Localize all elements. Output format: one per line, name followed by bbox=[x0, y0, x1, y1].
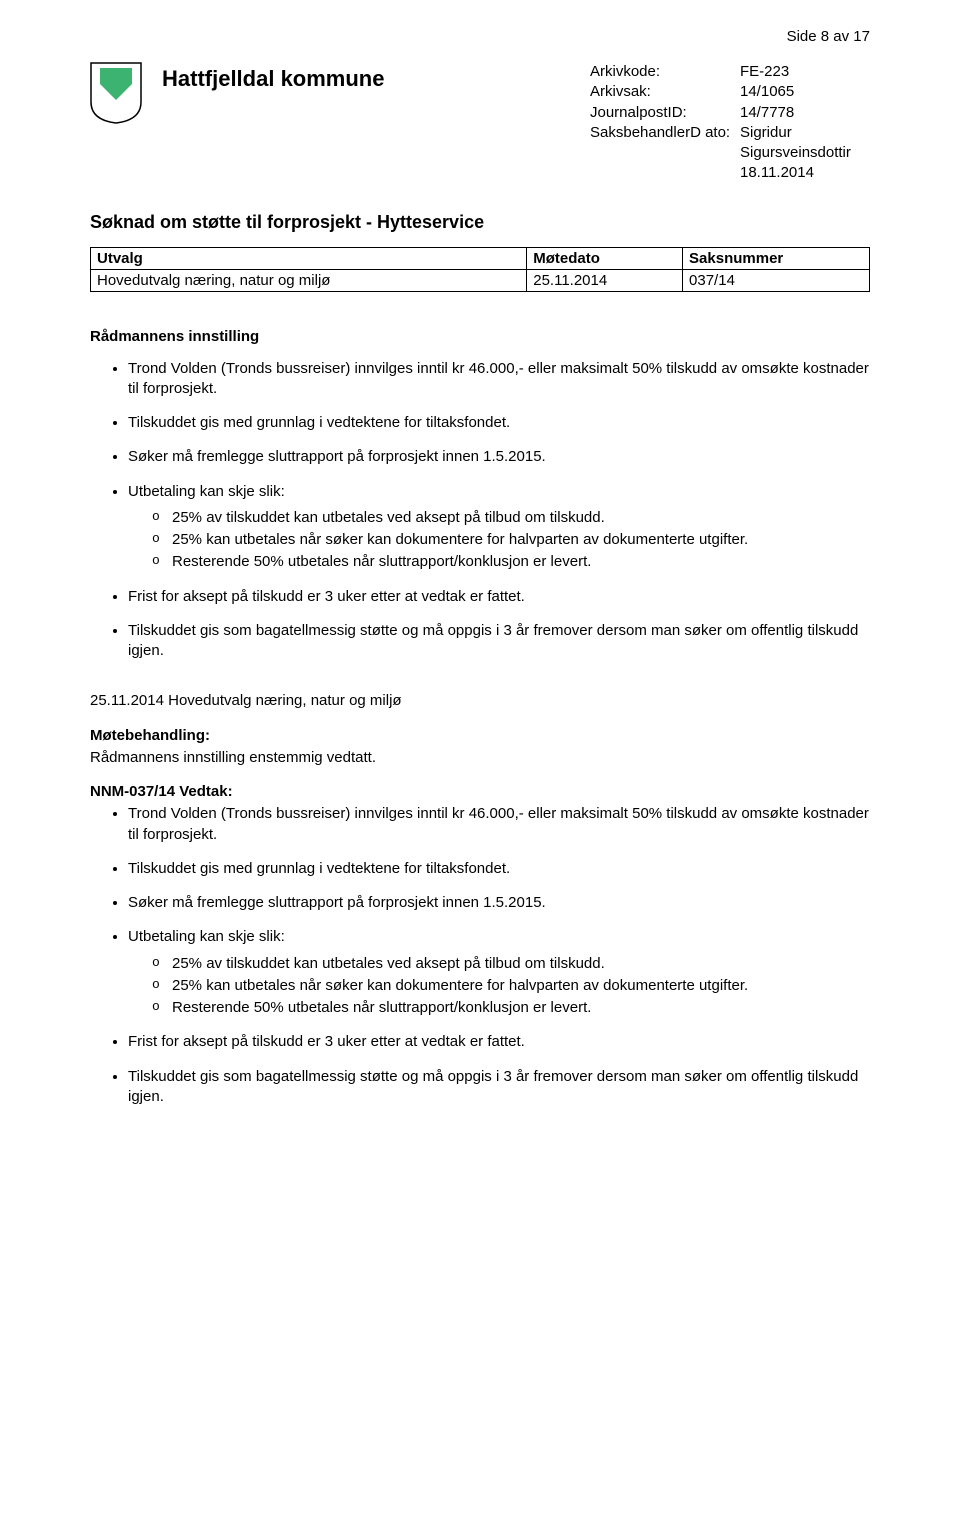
meta-arkivkode-label: Arkivkode: bbox=[590, 62, 740, 82]
list-item: Utbetaling kan skje slik: 25% av tilskud… bbox=[128, 927, 870, 1018]
motebehandling-heading: Møtebehandling: bbox=[90, 726, 870, 746]
meta-saksbeh-label: SaksbehandlerD ato: bbox=[590, 123, 740, 184]
table-cell-utvalg: Hovedutvalg næring, natur og miljø bbox=[91, 269, 527, 291]
header-row: Hattfjelldal kommune Arkivkode: FE-223 A… bbox=[90, 62, 870, 184]
meta-journalpost-val: 14/7778 bbox=[740, 103, 870, 123]
list-item: Tilskuddet gis med grunnlag i vedtektene… bbox=[128, 413, 870, 433]
vedtak-heading: NNM-037/14 Vedtak: bbox=[90, 782, 870, 802]
list-item: Trond Volden (Tronds bussreiser) innvilg… bbox=[128, 804, 870, 845]
municipality-title: Hattfjelldal kommune bbox=[162, 66, 590, 92]
list-item: Frist for aksept på tilskudd er 3 uker e… bbox=[128, 1032, 870, 1052]
list-item: Utbetaling kan skje slik: 25% av tilskud… bbox=[128, 482, 870, 573]
table-header-utvalg: Utvalg bbox=[91, 247, 527, 269]
sub-list-item: 25% av tilskuddet kan utbetales ved akse… bbox=[152, 954, 870, 974]
meta-block: Arkivkode: FE-223 Arkivsak: 14/1065 Jour… bbox=[590, 62, 870, 184]
sub-list-item: Resterende 50% utbetales når sluttrappor… bbox=[152, 552, 870, 572]
motebehandling-text: Rådmannens innstilling enstemmig vedtatt… bbox=[90, 748, 870, 768]
list-item: Tilskuddet gis som bagatellmessig støtte… bbox=[128, 621, 870, 662]
document-title: Søknad om støtte til forprosjekt - Hytte… bbox=[90, 212, 870, 233]
list-item: Trond Volden (Tronds bussreiser) innvilg… bbox=[128, 359, 870, 400]
meta-arkivkode-val: FE-223 bbox=[740, 62, 870, 82]
list-item-intro: Utbetaling kan skje slik: bbox=[128, 483, 285, 500]
sub-list-item: Resterende 50% utbetales når sluttrappor… bbox=[152, 998, 870, 1018]
vedtak-bullet-list: Trond Volden (Tronds bussreiser) innvilg… bbox=[90, 804, 870, 1107]
table-header-motedato: Møtedato bbox=[527, 247, 683, 269]
page-number: Side 8 av 17 bbox=[787, 28, 870, 45]
section-heading-innstilling: Rådmannens innstilling bbox=[90, 328, 870, 345]
table-row: Hovedutvalg næring, natur og miljø 25.11… bbox=[91, 269, 870, 291]
sub-list: 25% av tilskuddet kan utbetales ved akse… bbox=[128, 508, 870, 573]
sub-list-item: 25% kan utbetales når søker kan dokument… bbox=[152, 976, 870, 996]
table-header-saksnummer: Saksnummer bbox=[683, 247, 870, 269]
meta-arkivsak-val: 14/1065 bbox=[740, 82, 870, 102]
case-info-table: Utvalg Møtedato Saksnummer Hovedutvalg n… bbox=[90, 247, 870, 292]
meta-saksbeh-val: Sigridur Sigursveinsdottir 18.11.2014 bbox=[740, 123, 870, 184]
table-cell-saksnummer: 037/14 bbox=[683, 269, 870, 291]
meta-arkivsak-label: Arkivsak: bbox=[590, 82, 740, 102]
list-item: Tilskuddet gis med grunnlag i vedtektene… bbox=[128, 859, 870, 879]
sub-list-item: 25% av tilskuddet kan utbetales ved akse… bbox=[152, 508, 870, 528]
sub-list-item: 25% kan utbetales når søker kan dokument… bbox=[152, 530, 870, 550]
list-item: Tilskuddet gis som bagatellmessig støtte… bbox=[128, 1067, 870, 1108]
municipality-logo-icon bbox=[90, 62, 142, 124]
sub-list: 25% av tilskuddet kan utbetales ved akse… bbox=[128, 954, 870, 1019]
meta-journalpost-label: JournalpostID: bbox=[590, 103, 740, 123]
list-item: Frist for aksept på tilskudd er 3 uker e… bbox=[128, 587, 870, 607]
list-item: Søker må fremlegge sluttrapport på forpr… bbox=[128, 893, 870, 913]
list-item-intro: Utbetaling kan skje slik: bbox=[128, 928, 285, 945]
table-cell-motedato: 25.11.2014 bbox=[527, 269, 683, 291]
list-item: Søker må fremlegge sluttrapport på forpr… bbox=[128, 447, 870, 467]
innstilling-bullet-list: Trond Volden (Tronds bussreiser) innvilg… bbox=[90, 359, 870, 662]
meeting-line: 25.11.2014 Hovedutvalg næring, natur og … bbox=[90, 691, 870, 711]
